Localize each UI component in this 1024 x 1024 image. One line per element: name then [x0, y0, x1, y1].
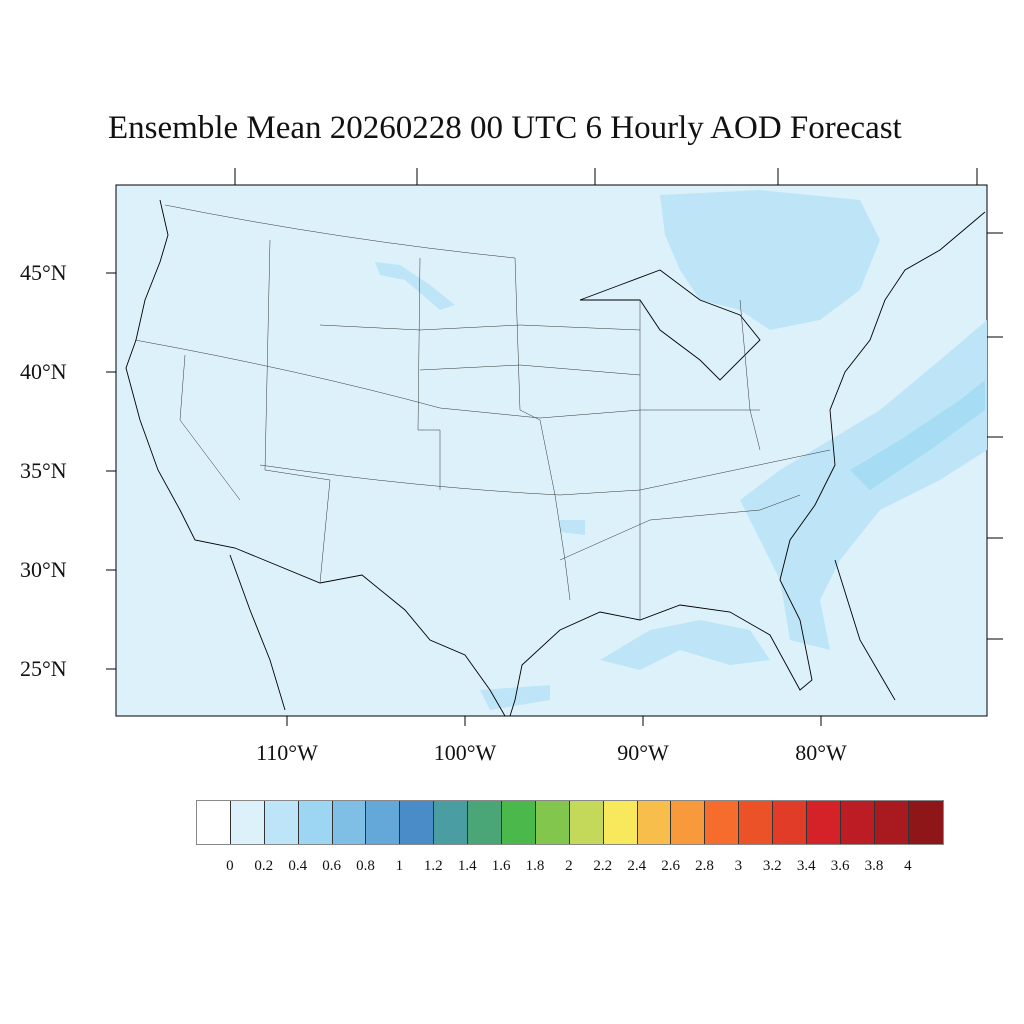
colorbar-swatch	[671, 801, 706, 844]
colorbar-swatch	[468, 801, 503, 844]
lat-label-40n: 40°N	[20, 359, 67, 384]
colorbar-swatch	[840, 801, 875, 844]
map-title: Ensemble Mean 20260228 00 UTC 6 Hourly A…	[108, 110, 902, 146]
colorbar-label: 3	[734, 858, 743, 874]
colorbar	[196, 800, 944, 845]
colorbar-swatch	[637, 801, 672, 844]
plume-northwest	[375, 262, 455, 310]
colorbar-label: 3.8	[864, 858, 884, 874]
colorbar-swatch	[366, 801, 401, 844]
colorbar-swatch	[569, 801, 604, 844]
colorbar-label: 2	[565, 858, 573, 874]
colorbar-swatch	[264, 801, 299, 844]
colorbar-label: 0.8	[356, 858, 375, 874]
colorbar-swatch	[400, 801, 435, 844]
plume-atlantic-core	[850, 380, 985, 490]
plume-canada	[660, 190, 880, 330]
colorbar-swatch	[197, 801, 231, 844]
colorbar-swatch	[603, 801, 638, 844]
colorbar-label: 2.8	[695, 858, 714, 874]
lon-label-110w: 110°W	[256, 740, 318, 765]
colorbar-swatch	[773, 801, 808, 844]
state-borders	[134, 204, 831, 620]
colorbar-swatch	[705, 801, 740, 844]
colorbar-label: 2.6	[661, 858, 680, 874]
lat-label-45n: 45°N	[20, 260, 67, 285]
colorbar-label: 1.2	[423, 858, 443, 874]
colorbar-swatch	[502, 801, 536, 844]
colorbar-swatch	[535, 801, 570, 844]
plume-gulf	[600, 620, 770, 670]
colorbar-label: 0.2	[254, 858, 274, 874]
lon-label-80w: 80°W	[795, 740, 847, 765]
colorbar-swatch	[230, 801, 265, 844]
colorbar-label: 3.2	[762, 858, 782, 874]
colorbar-label: 3.6	[830, 858, 850, 874]
axis-ticks	[106, 168, 1003, 726]
colorbar-label: 3.4	[796, 858, 816, 874]
lon-label-90w: 90°W	[617, 740, 669, 765]
colorbar-label: 4	[904, 858, 912, 874]
colorbar-swatch	[908, 801, 943, 844]
lat-label-25n: 25°N	[20, 656, 67, 681]
colorbar-label: 0.4	[288, 858, 308, 874]
plume-atlantic	[740, 320, 987, 650]
colorbar-swatch	[807, 801, 841, 844]
colorbar-label: 0	[226, 858, 234, 874]
colorbar-swatch	[739, 801, 774, 844]
colorbar-swatch	[298, 801, 333, 844]
colorbar-label: 1.8	[525, 858, 545, 874]
colorbar-label: 1.4	[457, 858, 477, 874]
coastline	[125, 199, 986, 717]
colorbar-label: 0.6	[322, 858, 341, 874]
lat-label-35n: 35°N	[20, 458, 67, 483]
colorbar-swatch	[434, 801, 469, 844]
lon-label-100w: 100°W	[433, 740, 497, 765]
colorbar-label: 1	[395, 858, 404, 874]
lat-label-30n: 30°N	[20, 557, 67, 582]
colorbar-label: 2.2	[593, 858, 613, 874]
colorbar-swatch	[874, 801, 909, 844]
colorbar-label: 1.6	[491, 858, 511, 874]
colorbar-swatch	[332, 801, 367, 844]
colorbar-label: 2.4	[627, 858, 647, 874]
plume-arkansas	[560, 520, 585, 535]
